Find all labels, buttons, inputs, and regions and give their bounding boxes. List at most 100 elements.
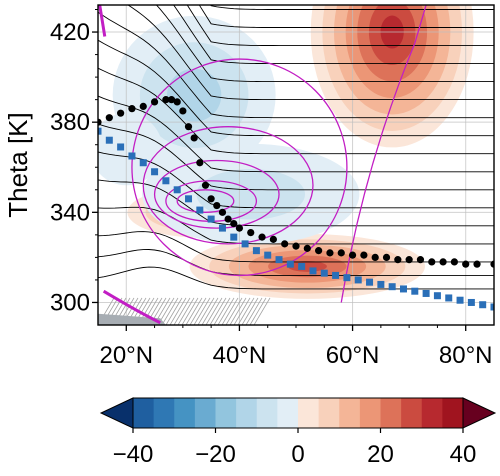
circle-marker xyxy=(128,105,136,113)
circle-marker xyxy=(196,159,204,167)
colorbar-swatch xyxy=(421,398,443,428)
hatch-line xyxy=(197,297,215,325)
topography-mask xyxy=(98,297,271,325)
colorbar-tick-label: 40 xyxy=(450,441,477,468)
square-marker xyxy=(445,294,453,302)
circle-marker xyxy=(224,215,232,223)
square-marker xyxy=(399,285,407,293)
colorbar-swatch xyxy=(339,398,361,428)
square-marker xyxy=(241,240,249,248)
circle-marker xyxy=(450,258,458,266)
square-marker xyxy=(467,298,475,306)
colorbar-tick-label: −20 xyxy=(195,441,236,468)
square-marker xyxy=(411,287,419,295)
circle-marker xyxy=(179,107,187,115)
theta-contour xyxy=(127,5,494,101)
circle-marker xyxy=(258,233,266,241)
circle-marker xyxy=(326,249,334,257)
jet-contour-edge xyxy=(102,289,161,325)
square-marker xyxy=(151,168,159,176)
square-marker xyxy=(377,280,385,288)
hatch-line xyxy=(169,297,187,325)
hatch-line xyxy=(253,297,271,325)
hatch-line xyxy=(201,297,219,325)
jet-contour-edge xyxy=(98,5,107,37)
theta-contour xyxy=(98,39,494,137)
hatch-line xyxy=(213,297,231,325)
hatch-line xyxy=(249,297,267,325)
circle-marker xyxy=(428,258,436,266)
theta-contour xyxy=(186,5,494,47)
square-marker xyxy=(366,278,374,286)
circle-marker xyxy=(382,253,391,261)
theta-contour xyxy=(98,249,494,276)
circle-marker xyxy=(439,258,447,266)
square-marker xyxy=(207,215,215,223)
square-marker xyxy=(286,260,294,268)
data-markers xyxy=(98,96,494,311)
axes: 20°N 40°N 60°N 80°N 300 340 380 420 xyxy=(50,4,495,369)
hatch-line xyxy=(189,297,207,325)
circle-marker xyxy=(490,260,494,268)
square-marker xyxy=(320,269,328,277)
colorbar-swatch xyxy=(277,398,299,428)
colorbar-tick-label: 20 xyxy=(367,441,394,468)
square-marker xyxy=(422,289,430,297)
colorbar-swatch xyxy=(318,398,340,428)
hatch-line xyxy=(225,297,243,325)
square-marker xyxy=(117,143,125,151)
hatch-line xyxy=(177,297,195,325)
square-marker xyxy=(490,303,494,311)
square-marker xyxy=(388,283,396,291)
theta-contours xyxy=(98,5,494,290)
y-tick-label: 300 xyxy=(50,289,90,316)
hatch-line xyxy=(233,297,251,325)
square-marker xyxy=(332,271,340,279)
circle-marker xyxy=(337,249,345,257)
square-marker xyxy=(105,136,113,144)
circle-marker xyxy=(105,114,113,122)
hatch-line xyxy=(237,297,255,325)
hatch-line xyxy=(217,297,235,325)
theta-contour xyxy=(155,5,494,83)
colorbar-swatch xyxy=(401,398,423,428)
circle-marker xyxy=(230,219,238,228)
hatch-line xyxy=(205,297,223,325)
circle-marker xyxy=(462,260,470,268)
circle-marker xyxy=(360,251,368,259)
colorbar-swatch xyxy=(442,398,464,428)
jet-contours xyxy=(98,5,427,325)
anomaly-band xyxy=(98,113,163,186)
colorbar-swatch xyxy=(133,398,155,428)
colorbar-swatch xyxy=(153,398,175,428)
colorbar-swatch xyxy=(194,398,216,428)
theta-contour xyxy=(98,231,494,263)
circle-marker xyxy=(303,244,311,252)
circle-marker xyxy=(167,96,176,104)
circle-marker xyxy=(218,208,227,216)
circle-marker xyxy=(190,134,198,142)
jet-contour xyxy=(340,5,427,303)
ground-shading xyxy=(98,313,166,325)
circle-marker xyxy=(247,229,255,237)
square-marker xyxy=(173,186,181,194)
square-marker xyxy=(98,127,102,135)
hatch-line xyxy=(229,297,247,325)
circle-marker xyxy=(162,96,170,104)
hatch-line xyxy=(161,297,179,325)
jet-contour xyxy=(176,189,235,213)
square-marker xyxy=(139,159,147,167)
circle-marker xyxy=(281,240,289,248)
circle-marker xyxy=(207,195,215,203)
hatch-line xyxy=(173,297,191,325)
colorbar-tick-label: −40 xyxy=(113,441,154,468)
theta-contour xyxy=(98,95,494,173)
circle-marker xyxy=(394,256,402,264)
y-tick-label: 420 xyxy=(50,19,90,46)
jet-contour xyxy=(142,126,314,245)
hatch-line xyxy=(185,297,203,325)
colorbar-swatch xyxy=(174,398,196,428)
colorbar-extend-high xyxy=(462,397,497,429)
square-marker xyxy=(264,251,272,259)
